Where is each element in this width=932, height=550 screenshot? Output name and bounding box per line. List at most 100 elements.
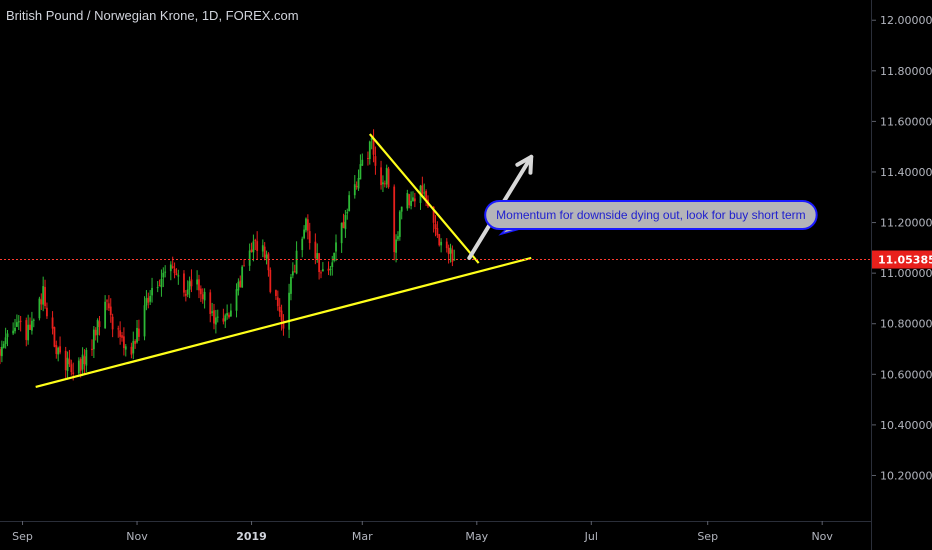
candle-down <box>121 335 123 338</box>
candle-up <box>423 192 426 194</box>
candle-up <box>186 289 189 295</box>
resistance-trendline[interactable] <box>368 133 480 264</box>
candle-down <box>198 279 200 291</box>
candle-up <box>156 287 159 289</box>
candle-down <box>94 329 97 336</box>
time-tick-label: Mar <box>352 530 373 543</box>
candle-up <box>346 212 349 214</box>
candle-down <box>59 346 61 353</box>
candle-up <box>32 319 35 321</box>
candle-up <box>104 301 107 329</box>
candle-up <box>0 346 3 357</box>
arrow-head <box>515 154 534 175</box>
price-tick-label: 11.00000 <box>880 267 932 280</box>
candle-down <box>111 316 114 330</box>
candle-up <box>177 275 180 277</box>
candle-up <box>335 242 337 252</box>
candle-down <box>380 167 382 186</box>
candle-down <box>451 249 454 263</box>
candle-up <box>344 215 347 230</box>
candle-up <box>333 252 336 261</box>
candle-down <box>308 231 311 244</box>
candles <box>0 129 456 381</box>
candle-up <box>237 281 240 291</box>
candle-up <box>291 271 294 276</box>
annotation-callout[interactable]: Momentum for downside dying out, look fo… <box>484 199 818 236</box>
candle-down <box>254 239 257 242</box>
current-price-tag: 11.05385 <box>872 250 932 269</box>
candle-up <box>151 287 153 296</box>
candle-up <box>27 324 30 341</box>
candle-down <box>355 185 358 187</box>
candle-down <box>209 292 212 314</box>
price-tick-label: 10.80000 <box>880 318 932 331</box>
candle-up <box>229 310 232 317</box>
candle-up <box>14 327 16 332</box>
candle-down <box>434 224 437 229</box>
candle-down <box>438 234 441 246</box>
candle-down <box>276 297 279 307</box>
candle-down <box>306 219 309 231</box>
price-tick-label: 12.00000 <box>880 14 932 27</box>
candle-up <box>216 316 219 318</box>
price-axis[interactable]: 12.00000 11.80000 11.60000 11.40000 11.20000… <box>872 14 932 482</box>
candle-down <box>269 269 272 292</box>
candle-down <box>64 350 67 371</box>
candle-down <box>372 138 375 155</box>
candle-up <box>412 197 414 201</box>
candle-up <box>353 184 356 196</box>
candle-down <box>175 273 178 276</box>
candle-down <box>201 294 204 300</box>
support-trendline[interactable] <box>35 256 532 389</box>
candle-down <box>432 206 435 223</box>
candle-up <box>164 271 167 273</box>
candle-up <box>348 195 351 212</box>
candle-down <box>425 191 428 200</box>
candle-up <box>214 317 217 325</box>
candle-down <box>250 249 253 252</box>
candle-down <box>408 194 411 206</box>
candle-up <box>136 327 138 343</box>
candle-down <box>184 294 187 296</box>
candle-down <box>130 346 133 355</box>
candle-up <box>252 241 255 253</box>
candle-down <box>91 348 93 351</box>
candle-up <box>305 218 307 231</box>
candle-down <box>106 300 108 302</box>
candle-up <box>398 211 401 237</box>
candle-down <box>393 186 396 253</box>
candle-up <box>160 278 163 288</box>
candle-down <box>46 307 48 317</box>
candle-down <box>318 253 321 273</box>
candle-up <box>4 337 7 345</box>
candle-up <box>265 254 268 259</box>
time-tick-label: Nov <box>126 530 148 543</box>
time-tick-label: May <box>465 530 488 543</box>
candle-down <box>421 185 424 194</box>
candle-down <box>25 320 28 340</box>
current-price-value: 11.05385 <box>878 254 932 267</box>
candle-down <box>190 279 193 287</box>
candle-up <box>453 259 456 261</box>
candle-down <box>134 341 137 344</box>
candle-up <box>359 164 362 180</box>
candle-down <box>282 320 285 329</box>
candle-down <box>280 310 283 321</box>
candle-up <box>449 247 452 254</box>
candle-up <box>340 222 343 244</box>
candle-down <box>98 321 101 328</box>
candle-up <box>31 320 33 331</box>
candle-down <box>314 241 317 259</box>
candle-up <box>42 286 45 305</box>
candle-up <box>295 250 298 274</box>
candle-up <box>15 322 18 327</box>
candle-down <box>445 241 448 249</box>
candle-up <box>196 279 199 285</box>
candle-up <box>162 272 165 278</box>
candle-down <box>387 168 390 188</box>
price-tick-label: 11.20000 <box>880 217 932 230</box>
candle-down <box>147 297 150 303</box>
time-axis[interactable]: Sep Nov 2019 Mar May Jul Sep Nov <box>12 521 833 543</box>
candle-up <box>382 182 384 185</box>
